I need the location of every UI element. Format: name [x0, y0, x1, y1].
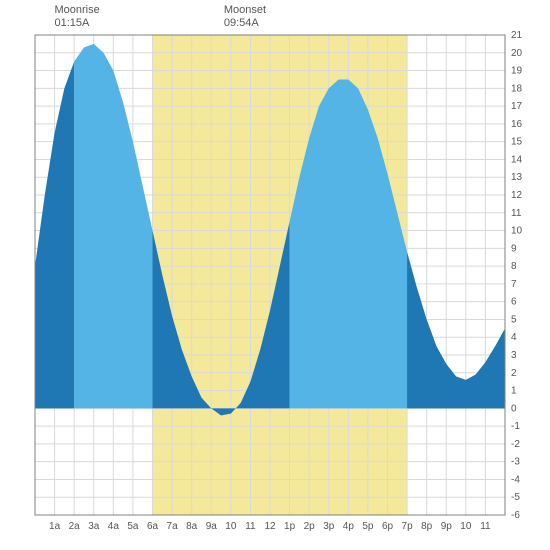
- y-tick-label: 20: [511, 48, 523, 59]
- x-tick-label: 5a: [127, 521, 139, 532]
- y-tick-label: -2: [511, 439, 520, 450]
- x-tick-label: 5p: [362, 521, 374, 532]
- x-tick-label: 11: [480, 521, 491, 532]
- y-tick-label: 3: [511, 350, 517, 361]
- y-tick-label: 5: [511, 314, 517, 325]
- x-tick-label: 9p: [441, 521, 453, 532]
- y-tick-label: 9: [511, 243, 517, 254]
- y-tick-label: 0: [511, 403, 517, 414]
- x-tick-label: 11: [245, 521, 256, 532]
- y-tick-label: 10: [511, 226, 523, 237]
- y-tick-label: -1: [511, 421, 520, 432]
- x-tick-label: 2p: [304, 521, 316, 532]
- x-tick-label: 12: [264, 521, 276, 532]
- y-tick-label: 17: [511, 101, 523, 112]
- y-tick-label: 6: [511, 297, 517, 308]
- y-tick-label: -5: [511, 492, 520, 503]
- x-tick-label: 8p: [421, 521, 433, 532]
- x-tick-label: 3p: [323, 521, 335, 532]
- x-axis: 1a 2a 3a 4a 5a 6a 7a 8a 9a 10 11 12 1p 2p 3p 4p 5p 6p 7p 8p…: [49, 521, 491, 532]
- y-tick-label: -3: [511, 457, 520, 468]
- x-tick-label: 4a: [108, 521, 120, 532]
- y-tick-label: 19: [511, 66, 523, 77]
- y-tick-label: 21: [511, 30, 523, 41]
- y-tick-label: -4: [511, 474, 520, 485]
- x-tick-label: 10: [225, 521, 237, 532]
- y-tick-label: 13: [511, 172, 523, 183]
- y-tick-label: 7: [511, 279, 517, 290]
- x-tick-label: 4p: [343, 521, 355, 532]
- tide-chart: 2120191817161514131211109876543210-1-2-3…: [0, 0, 550, 550]
- x-tick-label: 7p: [402, 521, 414, 532]
- y-tick-label: 2: [511, 368, 517, 379]
- x-tick-label: 7a: [167, 521, 179, 532]
- y-tick-label: -6: [511, 510, 520, 521]
- y-tick-label: 18: [511, 83, 523, 94]
- y-tick-label: 14: [511, 154, 523, 165]
- y-tick-label: 8: [511, 261, 517, 272]
- x-tick-label: 8a: [186, 521, 198, 532]
- x-tick-label: 9a: [206, 521, 218, 532]
- y-tick-label: 1: [511, 386, 517, 397]
- y-tick-label: 12: [511, 190, 523, 201]
- x-tick-label: 1p: [284, 521, 296, 532]
- y-axis: 2120191817161514131211109876543210-1-2-3…: [511, 30, 523, 521]
- y-tick-label: 15: [511, 137, 523, 148]
- x-tick-label: 10: [460, 521, 472, 532]
- y-tick-label: 4: [511, 332, 517, 343]
- x-tick-label: 3a: [88, 521, 100, 532]
- x-tick-label: 6a: [147, 521, 159, 532]
- x-tick-label: 1a: [49, 521, 61, 532]
- y-tick-label: 11: [511, 208, 522, 219]
- x-tick-label: 2a: [69, 521, 81, 532]
- y-tick-label: 16: [511, 119, 523, 130]
- x-tick-label: 6p: [382, 521, 394, 532]
